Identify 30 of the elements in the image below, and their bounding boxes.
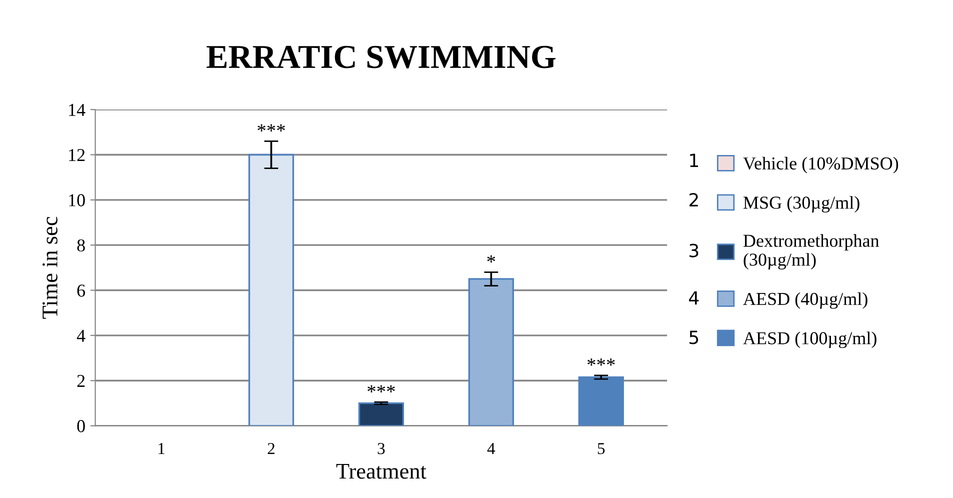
category-label: 1: [690, 154, 698, 167]
x-tick-label: 5: [598, 443, 605, 454]
legend-label: AESD (40µg/ml): [743, 292, 868, 309]
legend-label: Dextromethorphan (30µg/ml): [743, 234, 880, 270]
x-tick-label: 1: [158, 443, 164, 454]
y-tick-label: 2: [77, 374, 85, 387]
x-axis-title: Treatment: [336, 464, 426, 479]
y-tick-label: 12: [69, 149, 85, 161]
annotation: ***: [368, 385, 395, 392]
category-label: 3: [690, 244, 698, 258]
y-tick-label: 6: [77, 284, 86, 297]
annotation: ***: [258, 124, 285, 132]
annotation: *: [487, 255, 496, 262]
y-tick-label: 10: [69, 194, 85, 206]
legend-label: MSG (30µg/ml): [743, 196, 860, 213]
y-axis-title: Time in sec: [42, 216, 58, 319]
y-tick-label: 4: [76, 330, 86, 342]
annotation: ***: [587, 358, 615, 366]
legend-label: AESD (100µg/ml): [743, 332, 876, 348]
y-tick-label: 8: [77, 239, 85, 252]
legend-label: Vehicle (10%DMSO): [743, 156, 898, 174]
y-tick-label: 0: [77, 420, 85, 432]
category-label: 4: [689, 291, 699, 304]
x-tick-label: 3: [378, 442, 385, 454]
x-tick-label: 4: [487, 443, 496, 454]
y-tick-label: 14: [69, 104, 86, 116]
x-tick-label: 2: [268, 442, 274, 454]
chart-title: ERRATIC SWIMMING: [206, 46, 556, 68]
category-label: 5: [690, 330, 698, 344]
category-label: 2: [689, 193, 698, 206]
